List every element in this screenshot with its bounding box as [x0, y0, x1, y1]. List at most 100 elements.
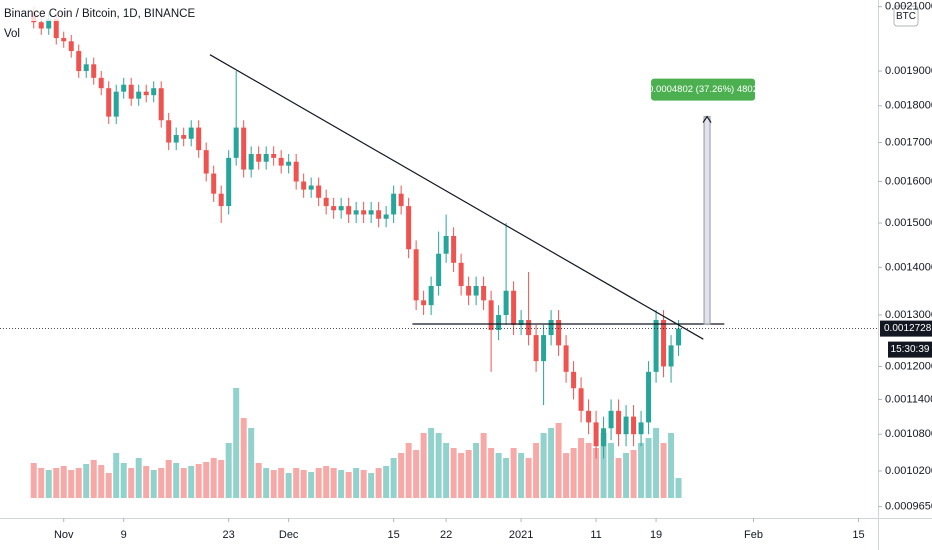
volume-bar [488, 448, 495, 498]
volume-bar [53, 468, 60, 498]
plot-area: 0.0004802 (37.26%) 4802 [30, 6, 758, 498]
last-price-box [880, 320, 932, 337]
candle-body [233, 127, 239, 158]
volume-bar [368, 473, 375, 498]
candle-body [211, 173, 217, 194]
candle-body [556, 319, 562, 346]
volume-bar [600, 433, 607, 498]
candle-body [136, 91, 142, 99]
x-tick-label: 22 [440, 529, 452, 541]
candle-body [653, 319, 659, 372]
volume-bar [578, 438, 585, 498]
candle-body [631, 416, 637, 435]
candle-body [406, 206, 412, 250]
measure-label: 0.0004802 (37.26%) 4802 [648, 84, 758, 95]
volume-bar [533, 443, 540, 498]
volume-bar [450, 448, 457, 498]
volume-bar [233, 388, 240, 498]
volume-bar [398, 453, 405, 498]
candle-body [578, 388, 584, 411]
volume-bar [285, 473, 292, 498]
volume-bar [660, 443, 667, 498]
volume-bar [608, 443, 615, 498]
volume-bar [180, 468, 187, 498]
volume-bar [593, 448, 600, 498]
y-tick-label: 0.0010800 [885, 428, 932, 440]
candle-body [323, 197, 329, 207]
candle-body [511, 290, 517, 325]
candle-body [451, 235, 457, 263]
volume-bar [668, 433, 675, 498]
measure-arrow [702, 115, 712, 123]
y-tick-label: 0.0010200 [885, 465, 932, 477]
volume-bar [240, 418, 247, 498]
candle-body [518, 319, 524, 325]
volume-bar [300, 470, 307, 498]
candle-body [38, 22, 44, 29]
candle-body [308, 185, 314, 190]
volume-bar [390, 458, 397, 498]
volume-bar [525, 458, 532, 498]
candle-body [256, 153, 262, 162]
y-tick-label: 0.0015000 [885, 217, 932, 229]
candle-body [391, 193, 397, 215]
x-tick-label: 23 [223, 529, 235, 541]
candle-body [548, 319, 554, 336]
volume-bar [330, 468, 337, 498]
volume-bar [653, 428, 660, 498]
volume-bar [225, 443, 232, 498]
volume-bar [158, 468, 165, 498]
volume-bar [435, 433, 442, 498]
candle-body [53, 19, 59, 39]
candle-body [443, 235, 449, 254]
candle-body [473, 285, 479, 296]
volume-bar [278, 468, 285, 498]
candle-body [601, 428, 607, 447]
candle-body [436, 253, 442, 286]
candle-body [166, 120, 172, 143]
candle-body [331, 206, 337, 211]
x-tick-label: Dec [279, 529, 299, 541]
candle-body [173, 135, 179, 143]
candle-body [496, 315, 502, 331]
candle-body [428, 285, 434, 306]
candle-body [46, 19, 52, 29]
candle-body [541, 335, 547, 362]
candle-body [361, 210, 367, 215]
candle-body [196, 127, 202, 151]
volume-bar [585, 443, 592, 498]
candle-body [481, 285, 487, 301]
measure-range [703, 116, 711, 325]
candle-body [278, 157, 284, 166]
volume-bar [428, 428, 435, 498]
x-tick-label: Nov [54, 529, 74, 541]
volume-bar [98, 465, 105, 498]
y-tick-label: 0.0021000 [885, 1, 932, 13]
candle-body [593, 422, 599, 447]
volume-bar [518, 453, 525, 498]
y-tick-label: 0.0017000 [885, 136, 932, 148]
candle-body [623, 416, 629, 435]
volume-bar [630, 450, 637, 498]
candle-body [466, 285, 472, 296]
volume-bar [503, 458, 510, 498]
x-tick-label: 19 [650, 529, 662, 541]
currency-box[interactable] [893, 5, 919, 27]
countdown-box [888, 341, 932, 358]
candle-body [338, 206, 344, 211]
candle-body [91, 64, 97, 78]
volume-bar [323, 466, 330, 498]
volume-bar [293, 468, 300, 498]
trendline [209, 54, 704, 340]
volume-bar [345, 472, 352, 498]
candle-body [143, 91, 149, 96]
candle-body [646, 371, 652, 423]
volume-label[interactable]: Vol [4, 28, 20, 40]
chart-title[interactable]: Binance Coin / Bitcoin, 1D, BINANCE [4, 8, 195, 20]
volume-bar [218, 460, 225, 498]
volume-bar [383, 466, 390, 498]
candle-body [488, 300, 494, 331]
candle-body [571, 371, 577, 389]
candle-body [83, 64, 89, 72]
